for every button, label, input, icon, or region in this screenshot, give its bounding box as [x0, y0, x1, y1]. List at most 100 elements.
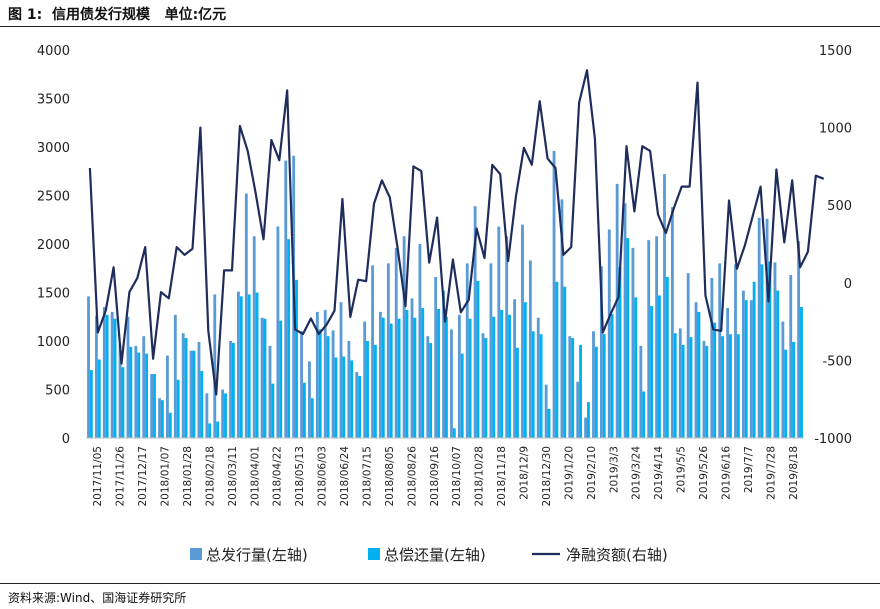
bar-total-repayment [500, 309, 504, 438]
bar-total-repayment [137, 352, 141, 438]
bar-total-issuance [237, 291, 240, 438]
x-tick-label: 2019/5/5 [676, 446, 688, 493]
bar-total-repayment [571, 338, 575, 438]
bar-total-repayment [587, 402, 590, 438]
x-tick-label: 2018/07/15 [361, 446, 373, 507]
bar-total-issuance [229, 341, 232, 438]
bar-total-issuance [205, 393, 209, 438]
x-tick-label: 2018/12/30 [541, 446, 553, 507]
bar-total-repayment [184, 338, 188, 438]
bar-total-issuance [647, 240, 651, 438]
bar-total-issuance [513, 299, 517, 438]
bar-total-repayment [776, 290, 780, 438]
bar-total-repayment [176, 379, 180, 438]
bar-total-issuance [710, 277, 714, 438]
y-right-tick-label: -1000 [814, 432, 852, 447]
bar-total-issuance [110, 311, 114, 438]
x-axis-ticks: 2017/11/05 2017/11/26 2017/12/17 2018/01/07… [92, 446, 800, 507]
line-net-financing [88, 69, 825, 396]
bar-total-repayment [452, 428, 456, 438]
bar-total-repayment [736, 334, 740, 438]
bar-total-issuance [450, 329, 453, 438]
bar-total-repayment [366, 341, 369, 438]
bar-total-issuance [347, 341, 351, 438]
y-left-tick-label: 1000 [37, 335, 70, 350]
x-tick-label: 2018/02/18 [204, 446, 216, 507]
bar-total-issuance [536, 317, 540, 438]
bar-total-repayment [231, 342, 235, 438]
y-right-tick-label: 1000 [819, 122, 852, 137]
bar-total-repayment [642, 391, 646, 438]
bar-total-issuance [584, 417, 588, 438]
x-tick-label: 2018/08/05 [384, 446, 396, 507]
legend: 总发行量(左轴) 总偿还量(左轴) 净融资额(右轴) [190, 546, 668, 564]
y-axis-right-ticks: -1000 -500 0 500 1000 1500 [814, 44, 852, 447]
bar-total-issuance [426, 336, 430, 438]
bar-total-repayment [160, 400, 164, 438]
bar-total-repayment [445, 316, 448, 438]
bar-total-issuance [244, 193, 248, 438]
bar-total-repayment [168, 412, 172, 438]
x-tick-label: 2019/3/24 [631, 446, 643, 500]
x-tick-label: 2019/3/3 [608, 446, 620, 493]
bar-total-issuance [489, 263, 493, 438]
bar-total-repayment [579, 344, 582, 438]
x-tick-label: 2018/09/16 [429, 446, 441, 507]
y-right-tick-label: 1500 [819, 44, 852, 59]
legend-label: 总偿还量(左轴) [384, 546, 486, 564]
bar-total-repayment [626, 238, 630, 438]
bar-total-issuance [331, 330, 335, 438]
bar-total-repayment [516, 347, 519, 438]
y-right-tick-label: 500 [827, 199, 852, 214]
bar-total-issuance [678, 328, 682, 438]
bar-total-repayment [302, 382, 306, 438]
bar-total-repayment [318, 329, 322, 438]
bar-total-issuance [386, 263, 390, 438]
x-tick-label: 2019/8/18 [788, 446, 800, 500]
y-left-tick-label: 4000 [37, 44, 70, 59]
bar-total-repayment [105, 314, 109, 438]
x-tick-label: 2019/5/26 [698, 446, 710, 500]
bar-total-issuance [434, 276, 438, 438]
bar-total-repayment [721, 336, 724, 438]
bar-total-issuance [670, 207, 674, 438]
bar-total-issuance [94, 315, 98, 438]
bar-total-issuance [252, 236, 256, 438]
bar-total-issuance [797, 241, 801, 438]
bar-total-issuance [213, 294, 217, 438]
bar-total-repayment [508, 314, 511, 438]
bar-total-repayment [373, 344, 377, 438]
bar-total-issuance [726, 308, 730, 438]
bar-total-repayment [752, 281, 756, 438]
bar-total-issuance [576, 381, 580, 438]
bar-total-repayment [468, 318, 472, 438]
x-tick-label: 2018/05/13 [294, 446, 306, 507]
bar-total-repayment [555, 281, 559, 438]
bar-total-issuance [789, 275, 793, 438]
bar-total-repayment [539, 334, 543, 438]
bar-total-issuance [102, 307, 106, 438]
bar-total-repayment [665, 276, 669, 438]
bar-total-repayment [350, 360, 354, 438]
bar-total-repayment [263, 318, 267, 438]
bar-total-issuance [418, 244, 422, 438]
bar-total-repayment [200, 371, 204, 438]
bar-total-issuance [741, 290, 745, 438]
figure-title: 图 1: 信用债发行规模 单位:亿元 [8, 7, 227, 23]
bar-total-repayment [326, 336, 330, 438]
bar-total-issuance [607, 229, 611, 438]
bar-total-issuance [323, 309, 327, 438]
bar-total-issuance [394, 247, 398, 438]
bar-total-repayment [97, 359, 101, 438]
bar-total-repayment [760, 264, 764, 438]
x-tick-label: 2019/4/14 [653, 446, 665, 500]
bar-total-repayment [634, 297, 638, 438]
y-left-tick-label: 3500 [37, 93, 70, 108]
bar-total-issuance [599, 266, 603, 438]
bar-total-issuance [781, 321, 785, 438]
bar-total-issuance [765, 218, 769, 438]
bar-total-issuance [544, 384, 548, 438]
bar-total-repayment [729, 334, 732, 438]
series-total-issuance-bars [87, 150, 801, 439]
bar-total-issuance [655, 236, 659, 438]
